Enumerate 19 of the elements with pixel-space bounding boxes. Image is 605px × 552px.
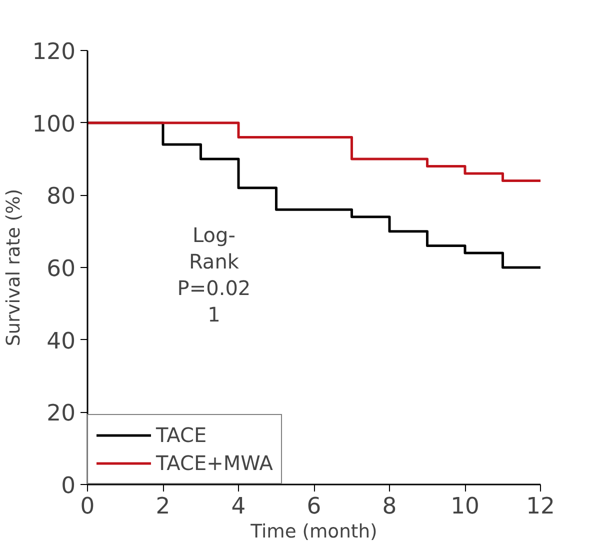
x-tick-label: 8 [382, 494, 397, 520]
x-tick-label: 4 [231, 494, 246, 520]
x-axis-title: Time (month) [250, 522, 378, 542]
y-tick-label: 80 [46, 184, 76, 210]
y-tick-label: 40 [46, 328, 76, 354]
x-tick-label: 6 [306, 494, 322, 520]
annotation: Log- Rank P=0.02 1 [177, 223, 251, 326]
y-axis-title: Survival rate (%) [3, 188, 24, 346]
y-tick-label: 120 [32, 39, 76, 65]
legend-label: TACE+MWA [156, 451, 273, 475]
x-tick-label: 12 [526, 494, 555, 520]
y-tick-label: 20 [46, 400, 76, 427]
y-tick-label: 100 [32, 111, 76, 138]
x-tick-label: 0 [80, 494, 95, 520]
legend-label: TACE [156, 423, 207, 447]
y-tick-label: 0 [61, 473, 76, 499]
x-tick-label: 2 [156, 494, 170, 520]
y-tick-label: 60 [46, 256, 76, 282]
x-tick-label: 10 [450, 494, 480, 520]
